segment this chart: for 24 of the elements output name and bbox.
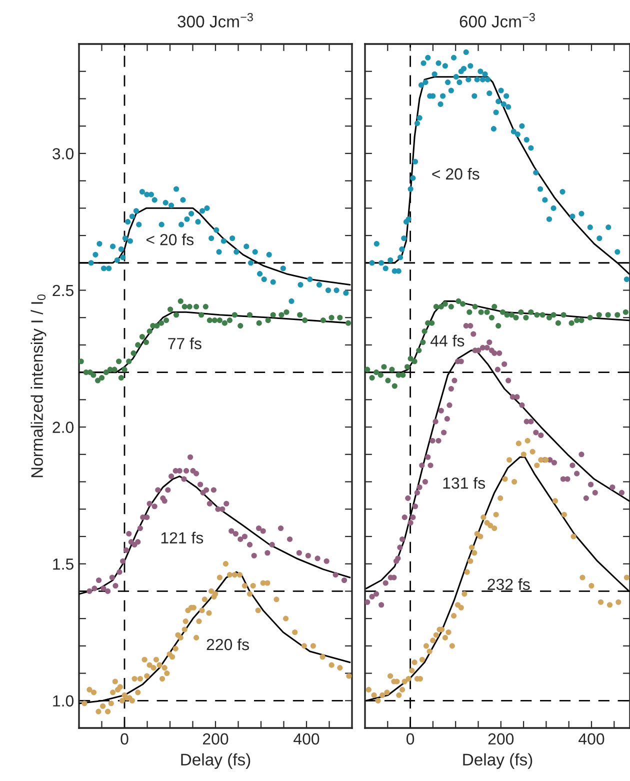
x-axis-title: Delay (fs) xyxy=(181,753,250,769)
annotation: < 20 fs xyxy=(432,168,480,180)
annotation: 232 fs xyxy=(488,578,530,590)
y-tick-label: 1.0 xyxy=(53,695,74,707)
x-tick-label: 200 xyxy=(488,733,514,745)
x-tick-label: 400 xyxy=(578,733,604,745)
chart-title: 600 Jcm$^{−3}$ xyxy=(460,13,535,28)
y-tick-label: 1.5 xyxy=(53,558,74,570)
x-tick-label: 0 xyxy=(406,733,414,745)
y-tick-label: 2.5 xyxy=(52,284,74,296)
annotation: 131 fs xyxy=(443,477,486,489)
y-tick-label: 2.0 xyxy=(52,422,74,433)
annotation: 44 fs xyxy=(430,334,464,347)
y-axis-title: Normalized intensity I / I$_{0}$ xyxy=(30,294,46,478)
x-tick-label: 400 xyxy=(294,733,320,745)
x-axis-title: Delay (fs) xyxy=(463,753,532,769)
annotation: 220 fs xyxy=(206,638,249,650)
annotation: 121 fs xyxy=(161,532,204,544)
annotation: < 20 fs xyxy=(146,234,194,246)
chart-title: 300 Jcm$^{−3}$ xyxy=(178,13,253,28)
x-tick-label: 200 xyxy=(202,733,228,745)
x-tick-label: 0 xyxy=(120,733,128,745)
y-tick-label: 3.0 xyxy=(52,148,74,160)
annotation: 77 fs xyxy=(168,338,202,350)
